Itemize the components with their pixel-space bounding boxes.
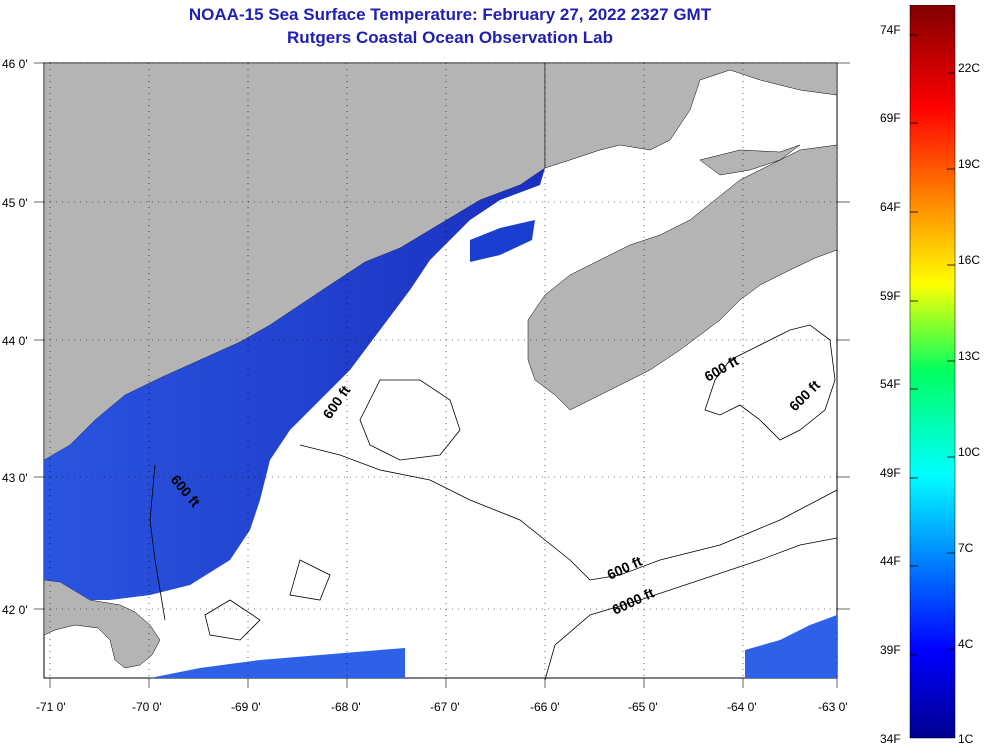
colorbar-f-label: 34F [880, 732, 901, 746]
lon-label: -63 0' [818, 700, 848, 714]
colorbar-f-label: 69F [880, 111, 901, 125]
map-subtitle: Rutgers Coastal Ocean Observation Lab [287, 28, 613, 47]
lon-label: -68 0' [331, 700, 361, 714]
lon-label: -65 0' [628, 700, 658, 714]
colorbar-f-label: 39F [880, 643, 901, 657]
sst-gulf-of-maine [44, 168, 545, 600]
lon-label: -71 0' [36, 700, 66, 714]
lon-label: -64 0' [727, 700, 757, 714]
lon-label: -70 0' [132, 700, 162, 714]
colorbar-c-label: 16C [958, 253, 981, 267]
temperature-colorbar [909, 5, 956, 739]
lon-label: -67 0' [430, 700, 460, 714]
colorbar-c-label: 1C [958, 732, 974, 746]
sst-east-patch [745, 615, 837, 678]
colorbar-f-label: 54F [880, 377, 901, 391]
colorbar-c-label: 22C [958, 61, 981, 75]
colorbar-c-label: 4C [958, 637, 974, 651]
colorbar-c-label: 10C [958, 445, 981, 459]
lat-label: 45 0' [2, 196, 28, 210]
colorbar-f-label: 64F [880, 200, 901, 214]
sst-south-patch [150, 648, 405, 678]
land-upper-right [699, 144, 801, 176]
colorbar-f-label: 59F [880, 289, 901, 303]
colorbar-c-label: 19C [958, 157, 981, 171]
lat-label: 44 0' [2, 334, 28, 348]
sst-bay-patch [470, 220, 535, 262]
colorbar-c-label: 7C [958, 541, 974, 555]
colorbar-f-label: 49F [880, 466, 901, 480]
lat-label: 46 0' [2, 57, 28, 71]
colorbar-c-label: 13C [958, 349, 981, 363]
bathymetry-contours [149, 324, 838, 681]
lat-label: 43 0' [2, 471, 28, 485]
map-title: NOAA-15 Sea Surface Temperature: Februar… [188, 5, 712, 24]
colorbar-f-label: 44F [880, 554, 901, 568]
lon-label: -66 0' [530, 700, 560, 714]
colorbar-f-label: 74F [880, 23, 901, 37]
lat-label: 42 0' [2, 603, 28, 617]
land-cape-cod [43, 579, 161, 669]
land-new-brunswick [544, 62, 838, 169]
graticule [34, 62, 850, 688]
lon-label: -69 0' [231, 700, 261, 714]
colorbar-ramp [909, 5, 956, 739]
